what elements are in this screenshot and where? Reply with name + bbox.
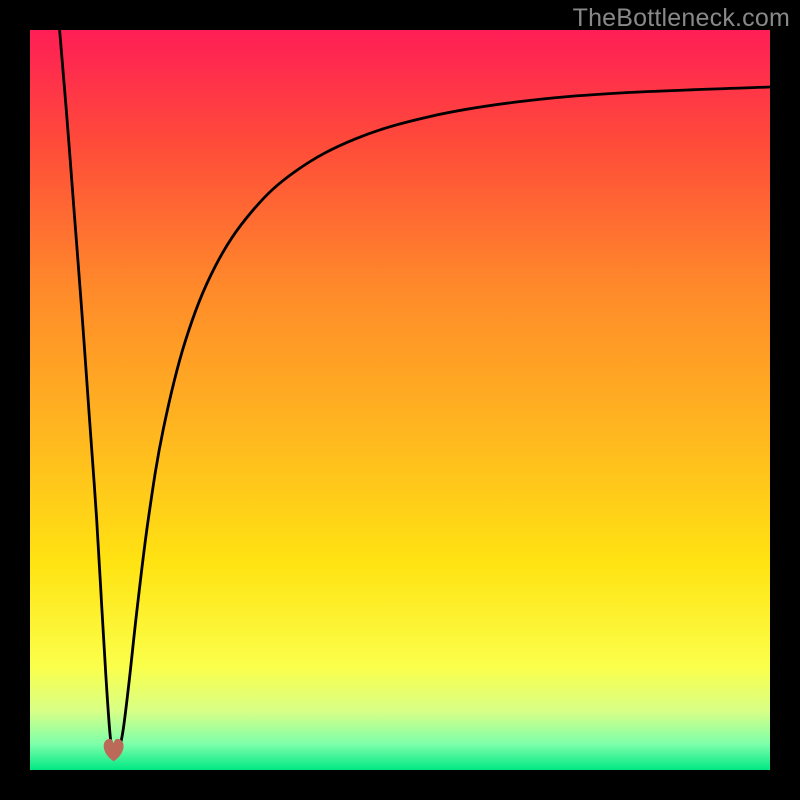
bottleneck-chart-svg xyxy=(0,0,800,800)
plot-area xyxy=(30,30,770,770)
bottleneck-chart-stage: TheBottleneck.com xyxy=(0,0,800,800)
watermark-text: TheBottleneck.com xyxy=(573,4,790,33)
